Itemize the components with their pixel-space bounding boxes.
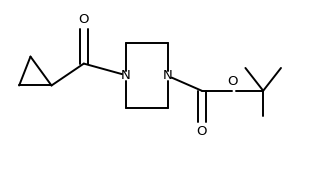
Text: N: N [163, 69, 173, 82]
Text: N: N [121, 69, 131, 82]
Text: O: O [79, 13, 89, 26]
Text: O: O [197, 125, 207, 138]
Text: O: O [227, 75, 238, 88]
